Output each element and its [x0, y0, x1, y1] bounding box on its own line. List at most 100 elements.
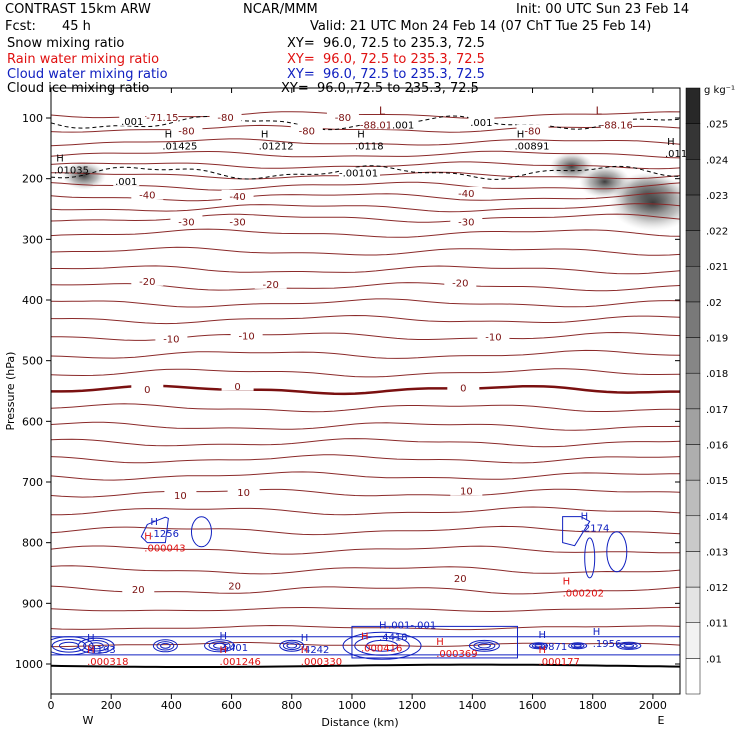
colorbar-label: .019: [706, 334, 728, 345]
x-tick-label: 0: [48, 699, 55, 712]
cloud-water-contour: [213, 642, 227, 649]
cloud-water-max-value: .1956: [593, 639, 622, 650]
cloud-water-max-value: .001-.001: [388, 621, 436, 632]
x-tick-label: 600: [221, 699, 242, 712]
colorbar-swatch: [685, 159, 701, 196]
rain-max-value: .000369: [436, 649, 477, 660]
surface-line: [51, 663, 680, 668]
temperature-contour: [51, 525, 680, 536]
model-title: CONTRAST 15km ARW: [5, 2, 151, 17]
cloud-water-contour: [468, 639, 500, 652]
rain-max-value: .000416: [361, 644, 402, 655]
temperature-label-bg: [170, 124, 203, 136]
colorbar-label: .018: [706, 369, 728, 380]
temperature-label-bg: [170, 215, 203, 227]
colorbar-unit: g kg⁻¹: [704, 85, 735, 96]
colorbar-swatch: [685, 230, 701, 267]
cloud-ice-max-value: .0118: [355, 141, 384, 152]
temperature-label: -10: [485, 333, 501, 344]
colorbar-swatch: [685, 408, 701, 445]
temperature-label-bg: [290, 124, 323, 136]
temperature-label: -30: [229, 217, 245, 228]
colorbar-label: .015: [706, 476, 728, 487]
colorbar-swatch: [685, 372, 701, 410]
cloud-water-max-value: .4242: [301, 645, 330, 656]
cloud-water-contour: [279, 639, 305, 652]
temperature-label-bg: [600, 118, 633, 130]
x-tick-label: 800: [281, 699, 302, 712]
temperature-label: -10: [163, 334, 179, 345]
temperature-label-bg: [447, 381, 480, 393]
y-tick-label: 1000: [15, 658, 43, 671]
cloud-water-contour: [477, 643, 491, 649]
cloud-water-max-marker: H: [581, 512, 589, 523]
cloud-ice-max-value: .0112: [665, 149, 694, 160]
temperature-label-bg: [230, 329, 263, 341]
colorbar-swatch: [685, 337, 701, 374]
east-label: E: [658, 714, 665, 727]
temperature-contour: [51, 545, 680, 555]
temperature-label: -10: [238, 331, 254, 342]
temperature-label: -71.15: [146, 113, 178, 124]
temperature-contour: [51, 124, 680, 133]
colorbar-label: .017: [706, 405, 728, 416]
temperature-contour: [51, 314, 680, 325]
temperature-contour: [51, 228, 680, 238]
temperature-label-bg: [221, 189, 254, 201]
temperature-label: 10: [174, 491, 187, 502]
ice-label-bg: [113, 175, 140, 186]
cloud-water-contour: [573, 644, 582, 648]
ice-label-bg: [468, 117, 495, 128]
rain-max-marker: H: [301, 645, 309, 656]
rain-max-value: .000043: [144, 544, 185, 555]
cloud-ice-max-marker: H: [165, 129, 173, 140]
temperature-contour: [51, 349, 680, 359]
temperature-contour: [51, 454, 680, 464]
colorbar-label: .014: [706, 512, 728, 523]
temperature-label-bg: [227, 485, 260, 497]
temperature-label: 0: [144, 385, 150, 396]
temperature-label-bg: [122, 582, 155, 594]
cloud-water-max-marker: H: [301, 633, 309, 644]
x-tick-label: 1600: [519, 699, 547, 712]
rain-max-marker: H: [87, 645, 95, 656]
rain-max-value: .001246: [220, 657, 261, 668]
rain-max-marker: H: [563, 576, 571, 587]
cloud-water-contour: [365, 639, 399, 652]
temperature-contour: [51, 421, 680, 431]
temperature-contour: [51, 181, 680, 191]
temperature-contour: [51, 565, 680, 575]
colorbar-swatch: [685, 87, 701, 124]
cloud-water-max-value: .4193: [87, 645, 116, 656]
y-tick-label: 400: [22, 294, 43, 307]
x-tick-label: 200: [101, 699, 122, 712]
ice-label-bg: [354, 167, 381, 178]
cloud-ice-label: -.001: [339, 168, 365, 179]
plot-frame: [50, 87, 681, 695]
y-tick-label: 600: [22, 415, 43, 428]
cloud-water-contour: [51, 639, 87, 653]
temperature-label: 0: [460, 384, 466, 395]
org-label: NCAR/MMM: [243, 2, 318, 17]
temperature-label-bg: [164, 488, 197, 500]
cloud-water-max-value: .5401: [220, 643, 249, 654]
y-tick-label: 300: [22, 233, 43, 246]
temperature-label-bg: [254, 277, 287, 289]
rain-max-marker: H: [436, 637, 444, 648]
temperature-label: 20: [454, 574, 467, 585]
temperature-label-bg: [131, 274, 164, 286]
colorbar-label: .011: [706, 619, 728, 630]
valid-time: Valid: 21 UTC Mon 24 Feb 14 (07 ChT Tue …: [310, 19, 652, 34]
low-marker: L: [596, 105, 603, 118]
cloud-water-contour: [619, 642, 638, 649]
cloud-water-contour: [342, 631, 422, 660]
cloud-water-max-marker: H: [379, 621, 387, 632]
temperature-label-bg: [450, 484, 483, 496]
cloud-water-contour: [152, 639, 178, 653]
cloud-ice-max-marker: H: [261, 129, 269, 140]
cloud-water-contour: [286, 643, 298, 649]
temperature-contour: [51, 246, 680, 256]
temperature-contour: [51, 138, 680, 147]
colorbar-swatch: [685, 194, 701, 231]
colorbar-label: .022: [706, 227, 728, 238]
